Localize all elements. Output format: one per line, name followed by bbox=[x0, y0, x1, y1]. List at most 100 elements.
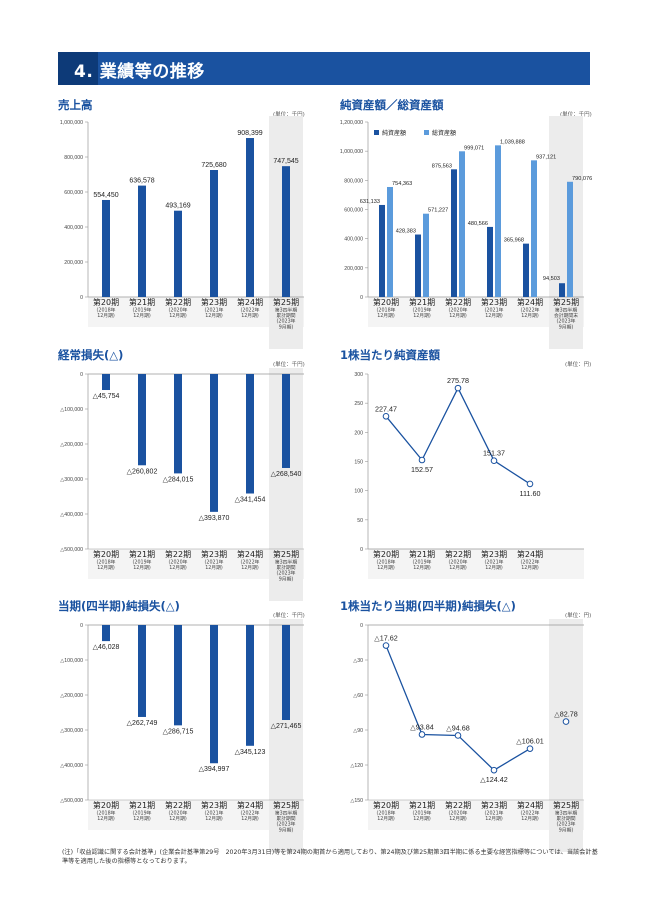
bar-value-label: 428,383 bbox=[396, 229, 416, 235]
category-label: 第23期 bbox=[481, 549, 507, 559]
category-sublabel: 12月期) bbox=[205, 565, 223, 571]
category-sublabel: 12月期) bbox=[485, 816, 503, 822]
category-sublabel: (2021年 bbox=[485, 559, 504, 566]
category-sublabel: 12月期) bbox=[97, 313, 115, 319]
category-band bbox=[88, 800, 304, 830]
category-sublabel: (2019年 bbox=[413, 307, 432, 314]
category-label: 第20期 bbox=[373, 800, 399, 810]
category-label: 第21期 bbox=[409, 549, 435, 559]
bar-value-label: 365,968 bbox=[504, 238, 524, 244]
legend-label: 総資産額 bbox=[432, 129, 456, 137]
category-sublabel: 12月期) bbox=[241, 313, 259, 319]
bar bbox=[174, 625, 182, 726]
chart-unit-bps: (単位：円) bbox=[565, 362, 592, 368]
bar-value-label: △268,540 bbox=[271, 471, 302, 478]
category-sublabel: 9月期) bbox=[559, 827, 574, 833]
category-sublabel: (2021年 bbox=[205, 559, 224, 566]
category-sublabel: 12月期) bbox=[449, 816, 467, 822]
category-sublabel: (2023年 bbox=[557, 318, 576, 325]
bar bbox=[415, 234, 421, 297]
category-sublabel: (2019年 bbox=[133, 810, 152, 817]
category-sublabel: (2018年 bbox=[377, 559, 396, 566]
category-sublabel: (2022年 bbox=[241, 810, 260, 817]
category-label: 第25期 bbox=[273, 800, 299, 810]
data-point bbox=[490, 457, 498, 465]
category-sublabel: (2023年 bbox=[277, 318, 296, 325]
bar bbox=[246, 374, 254, 494]
category-sublabel: (2018年 bbox=[377, 810, 396, 817]
bar-value-label: △286,715 bbox=[163, 728, 194, 735]
category-sublabel: (2019年 bbox=[413, 559, 432, 566]
y-tick-label: 0 bbox=[80, 295, 83, 301]
section-header: 4. 業績等の推移 bbox=[58, 52, 590, 85]
bar bbox=[487, 226, 493, 297]
category-sublabel: (2018年 bbox=[97, 307, 116, 314]
data-point bbox=[562, 718, 570, 725]
bar bbox=[282, 374, 290, 468]
category-sublabel: 累計期間 bbox=[556, 815, 575, 822]
y-tick-label: 200 bbox=[354, 430, 363, 436]
footnote: (注)「収益認識に関する会計基準」(企業会計基準第29号 2020年3月31日)… bbox=[62, 849, 598, 865]
category-sublabel: 9月期) bbox=[279, 576, 294, 582]
category-label: 第23期 bbox=[201, 800, 227, 810]
bar bbox=[210, 374, 218, 512]
y-tick-label: △300,000 bbox=[60, 728, 83, 734]
category-label: 第22期 bbox=[445, 297, 471, 307]
category-sublabel: (2023年 bbox=[277, 821, 296, 828]
bar-value-label: 754,363 bbox=[392, 181, 412, 187]
point-value-label: △124.42 bbox=[480, 775, 508, 784]
data-point bbox=[418, 731, 426, 738]
y-tick-label: △120 bbox=[350, 763, 363, 769]
y-tick-label: △200,000 bbox=[60, 442, 83, 448]
category-label: 第21期 bbox=[129, 800, 155, 810]
category-sublabel: 12月期) bbox=[133, 816, 151, 822]
category-sublabel: (2022年 bbox=[241, 559, 260, 566]
y-tick-label: 800,000 bbox=[64, 155, 83, 161]
category-sublabel: (2020年 bbox=[169, 810, 188, 817]
category-band bbox=[88, 297, 304, 327]
category-sublabel: (2021年 bbox=[485, 307, 504, 314]
category-label: 第24期 bbox=[517, 297, 543, 307]
bar bbox=[282, 166, 290, 297]
category-label: 第20期 bbox=[93, 800, 119, 810]
category-sublabel: 12月期) bbox=[133, 565, 151, 571]
bar bbox=[531, 160, 537, 297]
bar-value-label: △46,028 bbox=[93, 644, 120, 651]
bar bbox=[387, 186, 393, 297]
y-tick-label: 0 bbox=[360, 547, 363, 553]
category-sublabel: 第3四半期 bbox=[555, 307, 577, 314]
category-sublabel: 12月期) bbox=[377, 313, 395, 319]
bar-value-label: 554,450 bbox=[93, 192, 118, 199]
y-tick-label: 300 bbox=[354, 372, 363, 378]
category-sublabel: 12月期) bbox=[241, 816, 259, 822]
data-point bbox=[382, 642, 390, 649]
bar-value-label: 1,039,888 bbox=[500, 139, 525, 145]
y-tick-label: △400,000 bbox=[60, 763, 83, 769]
category-band bbox=[368, 297, 584, 327]
category-sublabel: 12月期) bbox=[413, 565, 431, 571]
data-point bbox=[418, 456, 426, 464]
data-point bbox=[454, 732, 462, 739]
category-sublabel: 累計期間 bbox=[276, 312, 295, 319]
y-tick-label: △200,000 bbox=[60, 693, 83, 699]
category-sublabel: 12月期) bbox=[169, 565, 187, 571]
category-sublabel: (2019年 bbox=[413, 810, 432, 817]
data-point bbox=[526, 480, 534, 488]
category-label: 第25期 bbox=[553, 297, 579, 307]
bar-value-label: △341,454 bbox=[235, 497, 266, 504]
y-tick-label: △100,000 bbox=[60, 407, 83, 413]
category-sublabel: (2020年 bbox=[449, 307, 468, 314]
category-sublabel: 12月期) bbox=[241, 565, 259, 571]
category-label: 第24期 bbox=[517, 800, 543, 810]
y-tick-label: 0 bbox=[360, 623, 363, 629]
bar bbox=[210, 170, 218, 297]
chart-unit-net-loss: (単位：千円) bbox=[273, 613, 305, 619]
bar bbox=[138, 625, 146, 717]
point-value-label: 151.37 bbox=[483, 449, 505, 458]
bar-value-label: 999,071 bbox=[464, 145, 484, 151]
chart-title-sales: 売上高 bbox=[58, 98, 93, 112]
y-tick-label: 50 bbox=[357, 518, 363, 524]
category-sublabel: (2022年 bbox=[521, 559, 540, 566]
category-sublabel: (2020年 bbox=[169, 559, 188, 566]
data-point bbox=[454, 384, 462, 392]
